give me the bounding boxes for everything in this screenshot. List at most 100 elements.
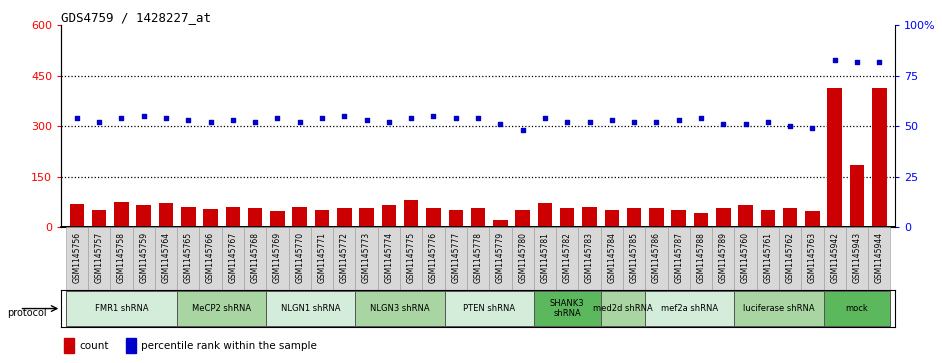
Point: [359, 117, 374, 123]
Bar: [333, 227, 355, 292]
Point: [158, 115, 173, 121]
Bar: [515, 210, 530, 227]
Point: [693, 115, 708, 121]
Bar: [159, 203, 173, 227]
Bar: [471, 208, 485, 227]
Bar: [802, 227, 823, 292]
Bar: [66, 227, 88, 292]
Text: protocol: protocol: [8, 308, 47, 318]
Text: mock: mock: [846, 304, 869, 313]
Point: [582, 119, 597, 125]
Bar: [756, 227, 779, 292]
Bar: [823, 291, 890, 326]
Bar: [690, 227, 712, 292]
Text: NLGN1 shRNA: NLGN1 shRNA: [281, 304, 341, 313]
Text: FMR1 shRNA: FMR1 shRNA: [94, 304, 148, 313]
Bar: [712, 227, 735, 292]
Bar: [760, 210, 775, 227]
Bar: [739, 205, 753, 227]
Bar: [267, 227, 288, 292]
Text: GSM1145767: GSM1145767: [228, 232, 237, 283]
Bar: [846, 227, 869, 292]
Bar: [355, 291, 445, 326]
Point: [448, 115, 463, 121]
Point: [404, 115, 419, 121]
Point: [137, 113, 152, 119]
Bar: [203, 209, 218, 227]
Text: GSM1145780: GSM1145780: [518, 232, 528, 283]
Point: [871, 59, 886, 65]
Bar: [823, 227, 846, 292]
Point: [515, 127, 530, 133]
Bar: [805, 211, 820, 227]
Text: GSM1145781: GSM1145781: [541, 232, 549, 283]
Text: GSM1145782: GSM1145782: [562, 232, 572, 283]
Bar: [693, 213, 708, 227]
Text: GSM1145775: GSM1145775: [407, 232, 415, 283]
Text: GSM1145769: GSM1145769: [273, 232, 282, 283]
Bar: [422, 227, 445, 292]
Bar: [154, 227, 177, 292]
Bar: [560, 208, 575, 227]
Point: [382, 119, 397, 125]
Bar: [248, 208, 263, 227]
Bar: [70, 204, 84, 227]
Text: PTEN shRNA: PTEN shRNA: [463, 304, 515, 313]
Bar: [226, 207, 240, 227]
Bar: [177, 227, 200, 292]
Point: [426, 113, 441, 119]
Bar: [315, 210, 330, 227]
Point: [827, 57, 842, 62]
Point: [716, 121, 731, 127]
Bar: [110, 227, 133, 292]
Text: GSM1145773: GSM1145773: [362, 232, 371, 283]
Text: GSM1145771: GSM1145771: [317, 232, 327, 283]
Text: GSM1145788: GSM1145788: [696, 232, 706, 283]
Bar: [605, 210, 619, 227]
Text: GDS4759 / 1428227_at: GDS4759 / 1428227_at: [61, 11, 211, 24]
Point: [604, 117, 619, 123]
Bar: [467, 227, 489, 292]
Point: [181, 117, 196, 123]
Text: GSM1145759: GSM1145759: [139, 232, 148, 283]
Text: percentile rank within the sample: percentile rank within the sample: [141, 341, 317, 351]
Bar: [601, 227, 623, 292]
Bar: [244, 227, 267, 292]
Bar: [872, 87, 886, 227]
Point: [337, 113, 352, 119]
Text: GSM1145776: GSM1145776: [429, 232, 438, 283]
Point: [91, 119, 106, 125]
Text: GSM1145777: GSM1145777: [451, 232, 461, 283]
Bar: [133, 227, 154, 292]
Bar: [735, 227, 756, 292]
Bar: [645, 227, 668, 292]
Text: GSM1145757: GSM1145757: [94, 232, 104, 283]
Bar: [404, 200, 418, 227]
Text: GSM1145789: GSM1145789: [719, 232, 728, 283]
Bar: [267, 291, 355, 326]
Bar: [66, 291, 177, 326]
Bar: [779, 227, 802, 292]
Text: count: count: [79, 341, 109, 351]
Text: GSM1145942: GSM1145942: [830, 232, 839, 283]
Bar: [850, 165, 864, 227]
Bar: [293, 207, 307, 227]
Bar: [355, 227, 378, 292]
Bar: [869, 227, 890, 292]
Bar: [827, 87, 842, 227]
Bar: [181, 207, 196, 227]
Bar: [382, 205, 397, 227]
Bar: [200, 227, 221, 292]
Text: GSM1145774: GSM1145774: [384, 232, 394, 283]
Text: GSM1145772: GSM1145772: [340, 232, 349, 283]
Bar: [716, 208, 730, 227]
Bar: [88, 227, 110, 292]
Bar: [578, 227, 601, 292]
Bar: [534, 291, 601, 326]
Point: [225, 117, 240, 123]
Bar: [538, 203, 552, 227]
Bar: [668, 227, 690, 292]
Text: GSM1145760: GSM1145760: [741, 232, 750, 283]
Text: GSM1145784: GSM1145784: [608, 232, 616, 283]
Bar: [114, 202, 129, 227]
